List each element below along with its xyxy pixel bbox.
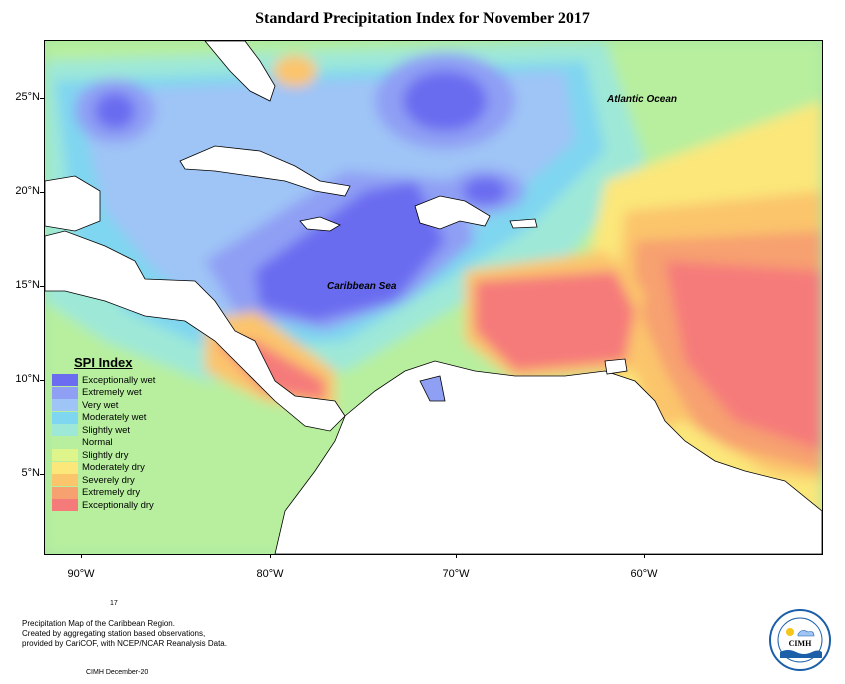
legend-label: Moderately dry — [82, 462, 145, 474]
legend-items: Exceptionally wet Extremely wet Very wet Mo… — [52, 374, 172, 512]
legend-label: Exceptionally wet — [82, 374, 156, 386]
legend-label: Normal — [82, 437, 113, 449]
lon-label-60w: 60°W — [630, 568, 658, 580]
legend-item: Exceptionally dry — [52, 499, 172, 512]
legend-item: Slightly wet — [52, 424, 172, 437]
caribbean-sea-label: Caribbean Sea — [327, 281, 397, 292]
lat-label-10n: 10°N — [15, 373, 40, 385]
legend-item: Very wet — [52, 399, 172, 412]
cimh-logo: CIMH — [768, 608, 832, 672]
legend-swatch — [52, 499, 78, 512]
legend-label: Very wet — [82, 399, 119, 411]
legend-item: Extremely dry — [52, 486, 172, 500]
legend-label: Slightly dry — [82, 449, 129, 461]
lon-label-90w: 90°W — [67, 568, 95, 580]
legend-swatch — [52, 486, 78, 499]
spi-map: Atlantic Ocean Caribbean Sea — [44, 40, 823, 555]
legend-swatch — [52, 436, 78, 449]
lon-label-70w: 70°W — [442, 568, 470, 580]
legend-item: Slightly dry — [52, 449, 172, 462]
footer-line-3: provided by CariCOF, with NCEP/NCAR Rean… — [22, 639, 227, 648]
map-title: Standard Precipitation Index for Novembe… — [255, 10, 590, 27]
lon-tick — [456, 554, 457, 558]
lat-label-25n: 25°N — [15, 91, 40, 103]
legend-swatch — [52, 374, 78, 387]
legend-item: Exceptionally wet — [52, 374, 172, 387]
lat-label-20n: 20°N — [15, 185, 40, 197]
footer-credit: CIMH December-20 — [86, 669, 149, 676]
footer-line-2: Created by aggregating station based obs… — [22, 629, 206, 638]
lat-label-5n: 5°N — [21, 467, 40, 479]
spi-map-canvas — [45, 41, 822, 554]
legend-swatch — [52, 411, 78, 424]
legend-item: Severely dry — [52, 474, 172, 487]
footer-line-1: Precipitation Map of the Caribbean Regio… — [22, 619, 175, 628]
legend-swatch — [52, 474, 78, 487]
lon-tick — [644, 554, 645, 558]
legend-swatch — [52, 449, 78, 462]
legend-label: Moderately wet — [82, 412, 147, 424]
legend-title: SPI Index — [74, 355, 133, 370]
legend-label: Extremely dry — [82, 487, 141, 499]
lat-tick — [40, 192, 44, 193]
legend-label: Severely dry — [82, 474, 135, 486]
land-outlines — [45, 41, 822, 554]
lat-tick — [40, 380, 44, 381]
logo-text: CIMH — [789, 639, 812, 648]
lon-label-80w: 80°W — [256, 568, 284, 580]
legend-item: Moderately dry — [52, 461, 172, 475]
lon-tick — [81, 554, 82, 558]
lat-label-15n: 15°N — [15, 279, 40, 291]
legend-swatch — [52, 461, 78, 474]
atlantic-ocean-label: Atlantic Ocean — [607, 94, 678, 105]
legend-item: Normal — [52, 436, 172, 450]
cimh-logo-graphic: CIMH — [769, 609, 831, 671]
lat-tick — [40, 98, 44, 99]
lat-tick — [40, 286, 44, 287]
legend-label: Exceptionally dry — [82, 499, 154, 511]
legend-item: Moderately wet — [52, 411, 172, 425]
legend-item: Extremely wet — [52, 386, 172, 400]
footer-number: 17 — [110, 600, 118, 607]
legend-label: Slightly wet — [82, 424, 131, 436]
legend-swatch — [52, 386, 78, 399]
lon-tick — [270, 554, 271, 558]
spi-legend: SPI Index Exceptionally wet Extremely wet… — [52, 355, 172, 512]
legend-swatch — [52, 399, 78, 412]
legend-label: Extremely wet — [82, 387, 142, 399]
lat-tick — [40, 474, 44, 475]
legend-swatch — [52, 424, 78, 437]
